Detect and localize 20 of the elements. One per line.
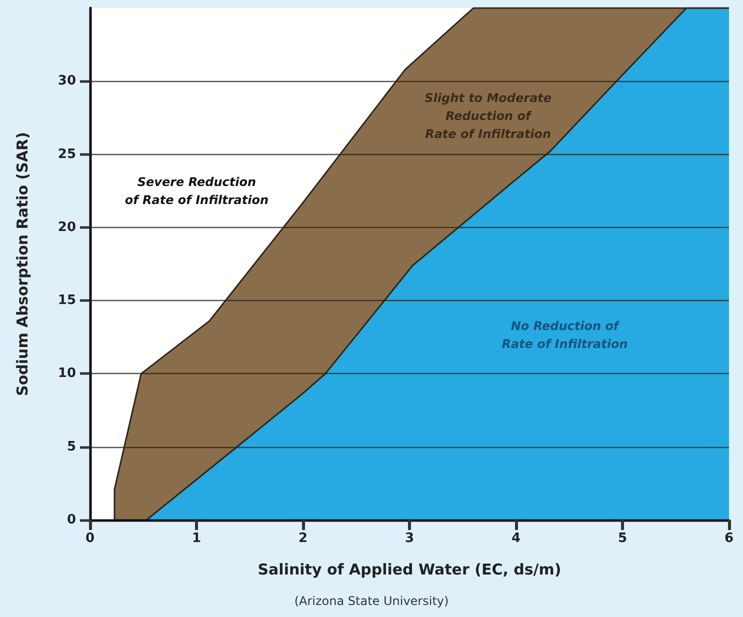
y-tick-label: 30 [58, 74, 76, 89]
y-tick-label: 0 [66, 512, 76, 528]
x-tick-label: 6 [724, 531, 734, 546]
y-axis-title: Sodium Absorption Ratio (SAR) [14, 132, 32, 396]
y-tick-label: 5 [66, 439, 76, 454]
y-tick-label: 15 [58, 293, 76, 308]
y-tick-label: 10 [58, 366, 76, 382]
text: (Arizona State University) [294, 594, 449, 608]
x-tick-label: 0 [85, 531, 95, 546]
annotation: No Reduction of Rate of Infiltration [502, 319, 628, 352]
x-tick-label: 2 [298, 531, 308, 546]
x-tick-label: 5 [618, 531, 628, 546]
annotation: Slight to Moderate Reduction of Rate of Infiltration [424, 91, 552, 142]
x-axis-title: Salinity of Applied Water (EC, ds/m) [258, 560, 562, 578]
y-tick-label: 25 [58, 146, 76, 162]
x-tick-label: 1 [192, 531, 202, 546]
x-tick-label: 3 [404, 531, 414, 546]
y-tick-label: 20 [58, 220, 76, 235]
x-tick-label: 4 [511, 531, 521, 546]
annotation: Severe Reduction of Rate of Infiltration [124, 174, 269, 207]
